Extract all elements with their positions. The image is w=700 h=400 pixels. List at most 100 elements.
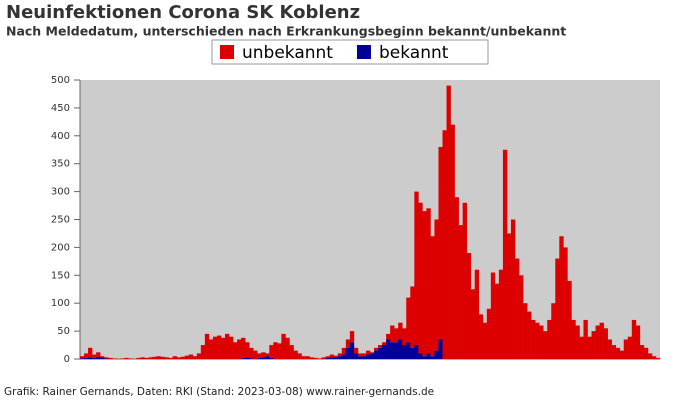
bar: [486, 308, 492, 359]
bar: [365, 350, 371, 355]
bar: [309, 357, 314, 359]
bar: [426, 208, 431, 354]
bar: [345, 339, 351, 348]
bar: [180, 356, 186, 359]
bar: [293, 350, 298, 359]
bar: [527, 311, 532, 359]
legend-label: unbekannt: [242, 43, 333, 63]
bar: [402, 345, 407, 359]
bar: [607, 339, 612, 359]
bar: [325, 357, 331, 359]
bar: [434, 350, 439, 359]
bar: [506, 233, 512, 359]
bar: [329, 357, 335, 359]
bar: [261, 352, 266, 358]
bar: [615, 347, 621, 359]
bar: [148, 357, 153, 359]
bar: [140, 357, 145, 359]
bar: [651, 356, 657, 359]
bar: [406, 342, 411, 359]
legend-label: bekannt: [379, 43, 449, 63]
bar: [192, 356, 198, 359]
bar: [402, 328, 407, 346]
bar: [249, 358, 254, 359]
footer: Grafik: Rainer Gernands, Daten: RKI (Sta…: [4, 386, 434, 398]
bar: [378, 345, 383, 348]
bar: [333, 355, 339, 357]
bar: [80, 356, 85, 359]
bar: [414, 191, 419, 346]
y-tick-label: 300: [51, 187, 70, 198]
bar: [361, 353, 367, 357]
bar: [482, 322, 488, 359]
bar: [374, 347, 379, 351]
bar: [305, 356, 310, 359]
bar: [394, 328, 399, 343]
bar: [261, 357, 266, 359]
bar: [382, 342, 387, 346]
bar: [265, 353, 270, 357]
bar: [410, 286, 415, 348]
bar: [285, 337, 290, 359]
bar: [462, 202, 467, 359]
bar: [337, 356, 343, 359]
bar: [430, 236, 435, 357]
bar: [357, 353, 363, 357]
chart-title: Neuinfektionen Corona SK Koblenz: [6, 2, 360, 23]
bar: [571, 319, 576, 359]
bar: [92, 354, 97, 358]
bar: [543, 331, 548, 359]
bar: [84, 357, 89, 359]
bar: [370, 353, 375, 359]
bar: [108, 357, 113, 359]
bar: [281, 333, 286, 359]
bar: [92, 357, 97, 359]
bar: [378, 347, 383, 359]
bar: [579, 336, 584, 359]
legend-swatch: [220, 45, 234, 59]
bar: [241, 337, 246, 358]
legend-swatch: [356, 45, 371, 59]
bar: [474, 269, 480, 359]
bar: [394, 342, 399, 359]
legend-box: [211, 39, 489, 65]
bar: [502, 149, 508, 359]
y-tick-label: 100: [51, 298, 70, 309]
bar: [551, 303, 556, 359]
bar: [418, 353, 423, 359]
bar: [559, 236, 564, 359]
bar: [233, 342, 238, 359]
bar: [655, 357, 661, 359]
bar: [313, 357, 318, 359]
bar: [398, 322, 403, 340]
bar: [619, 350, 625, 359]
bar: [160, 356, 165, 359]
bar: [454, 197, 459, 359]
bar: [414, 345, 419, 359]
bar: [237, 339, 242, 359]
bar: [277, 343, 282, 359]
bar: [96, 356, 101, 359]
bar: [257, 353, 262, 358]
bar: [370, 352, 375, 354]
bar: [523, 303, 528, 359]
bar: [567, 280, 572, 359]
bar: [563, 247, 568, 359]
bar: [337, 353, 343, 357]
bar: [341, 354, 347, 359]
bar: [470, 289, 476, 359]
bar: [426, 353, 431, 359]
bar: [386, 333, 391, 340]
bar: [539, 325, 544, 359]
bar: [212, 336, 218, 359]
bar: [631, 319, 637, 359]
bar: [168, 357, 173, 359]
bar: [611, 345, 616, 359]
bar: [196, 353, 202, 359]
bar: [120, 358, 125, 359]
bar: [627, 336, 633, 359]
bar: [253, 350, 258, 359]
bar: [208, 339, 214, 359]
bar: [245, 357, 250, 359]
bar: [531, 319, 536, 359]
